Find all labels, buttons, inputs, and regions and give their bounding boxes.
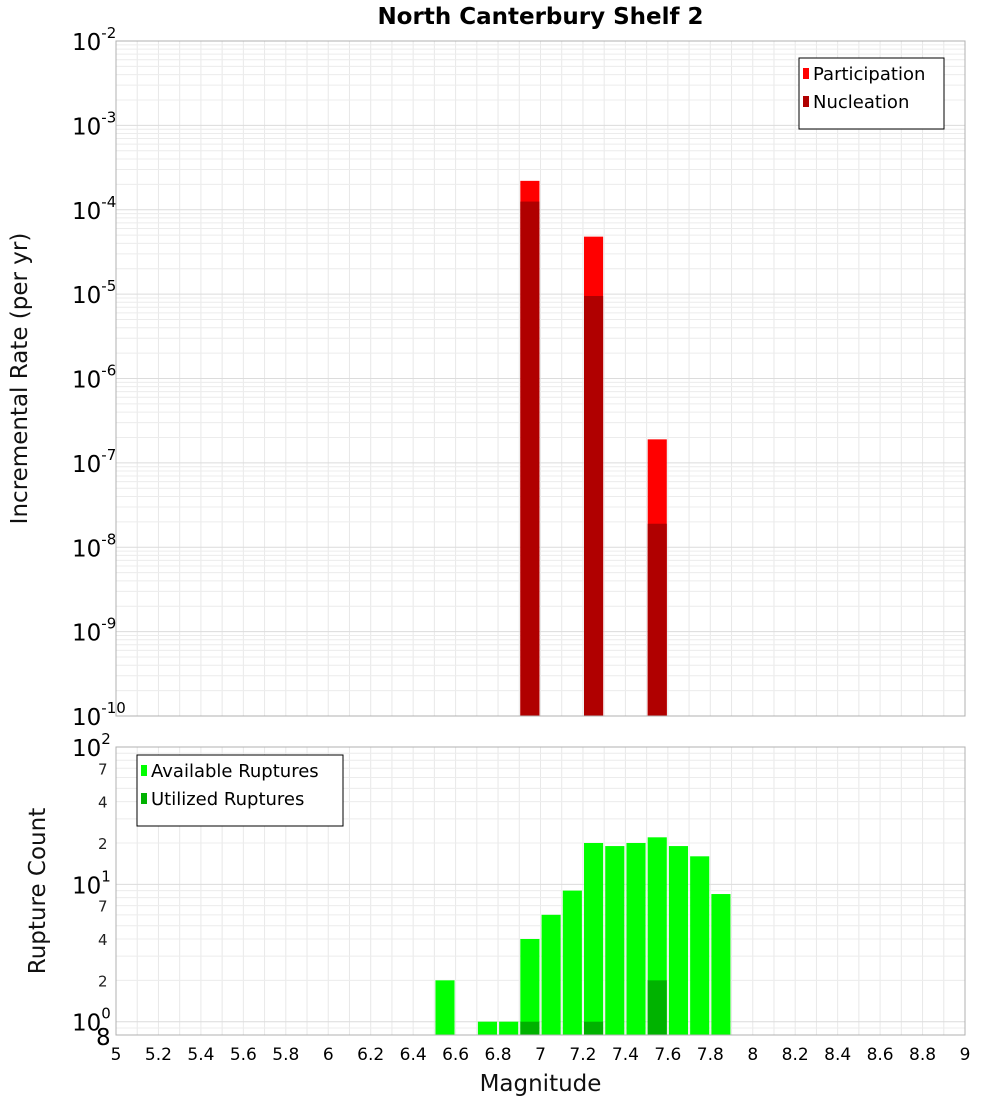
bar-utilized-ruptures xyxy=(520,1021,540,1035)
legend-label: Available Ruptures xyxy=(151,761,319,782)
x-tick-label: 6.6 xyxy=(442,1045,469,1065)
y-tick-label: 101 xyxy=(72,867,111,899)
y-axis-label: Rupture Count xyxy=(25,808,51,974)
x-tick-label: 6.8 xyxy=(485,1045,512,1065)
x-tick-label: 5.4 xyxy=(187,1045,214,1065)
y-tick-label: 102 xyxy=(72,730,111,762)
bar-available-ruptures xyxy=(520,939,540,1035)
x-tick-label: 7.6 xyxy=(654,1045,681,1065)
legend-label: Nucleation xyxy=(813,92,909,113)
y-minor-tick-label: 8 xyxy=(96,1025,111,1051)
legend-label: Participation xyxy=(813,64,925,85)
legend-swatch xyxy=(803,68,809,79)
x-tick-label: 6 xyxy=(323,1045,334,1065)
y-minor-tick-label: 2 xyxy=(98,835,108,853)
bar-available-ruptures xyxy=(711,894,731,1035)
bar-nucleation xyxy=(584,296,604,716)
y-minor-tick-label: 2 xyxy=(98,972,108,990)
x-tick-label: 6.4 xyxy=(400,1045,427,1065)
bar-utilized-ruptures xyxy=(584,1021,604,1035)
y-tick-label: 10-7 xyxy=(72,446,116,478)
bar-available-ruptures xyxy=(499,1021,519,1035)
x-tick-label: 7.8 xyxy=(697,1045,724,1065)
x-tick-label: 8.2 xyxy=(782,1045,809,1065)
y-minor-tick-label: 4 xyxy=(98,794,108,812)
bar-available-ruptures xyxy=(626,843,646,1035)
bar-available-ruptures xyxy=(584,843,604,1035)
bar-available-ruptures xyxy=(541,914,561,1035)
chart-panel-1: 10-2 10-3 10-4 10-5 10-6 10-7 10-8 10-9 10-10 Inc… xyxy=(7,4,966,731)
x-tick-label: 7 xyxy=(535,1045,546,1065)
y-axis-label: Incremental Rate (per yr) xyxy=(7,233,33,525)
legend-swatch xyxy=(141,765,147,776)
y-tick-label: 10-10 xyxy=(72,699,126,731)
x-tick-label: 5.6 xyxy=(230,1045,257,1065)
y-tick-label: 10-3 xyxy=(72,108,116,140)
x-tick-label: 5.2 xyxy=(145,1045,172,1065)
x-tick-label: 6.2 xyxy=(357,1045,384,1065)
x-axis-label: Magnitude xyxy=(480,1071,602,1097)
x-tick-label: 8.8 xyxy=(909,1045,936,1065)
plot-frame xyxy=(115,746,966,1036)
chart-panel-2: 102 101 100 7 4 2 7 4 2 8 Rupture Count 5 5.2 5.4 5.6 5… xyxy=(25,730,970,1097)
bar-available-ruptures xyxy=(668,846,689,1035)
legend-swatch xyxy=(141,793,147,804)
legend-box xyxy=(798,57,945,130)
y-tick-label: 100 xyxy=(72,1005,111,1037)
x-tick-label: 8.6 xyxy=(867,1045,894,1065)
bar-utilized-ruptures xyxy=(647,980,667,1035)
bar-available-ruptures xyxy=(690,856,710,1035)
x-tick-label: 7.2 xyxy=(569,1045,596,1065)
bar-available-ruptures xyxy=(477,1021,497,1035)
x-tick-label: 8 xyxy=(747,1045,758,1065)
legend-box xyxy=(136,754,344,827)
bar-available-ruptures xyxy=(435,980,455,1035)
legend: Available Ruptures Utilized Ruptures xyxy=(136,754,344,827)
y-minor-tick-label: 7 xyxy=(98,898,108,916)
x-tick-label: 5 xyxy=(111,1045,122,1065)
bar-nucleation xyxy=(647,523,667,716)
legend-swatch xyxy=(803,96,809,107)
x-tick-label: 7.4 xyxy=(612,1045,639,1065)
chart-title: North Canterbury Shelf 2 xyxy=(377,4,703,30)
bar-available-ruptures xyxy=(605,846,625,1035)
x-tick-label: 9 xyxy=(960,1045,971,1065)
y-tick-label: 10-4 xyxy=(72,193,116,225)
y-minor-tick-label: 4 xyxy=(98,931,108,949)
y-minor-tick-label: 7 xyxy=(98,760,108,778)
legend: Participation Nucleation xyxy=(798,57,945,130)
plot-frame xyxy=(115,40,966,717)
y-tick-label: 10-9 xyxy=(72,615,116,647)
y-tick-label: 10-8 xyxy=(72,530,116,562)
y-tick-label: 10-2 xyxy=(72,24,116,56)
legend-label: Utilized Ruptures xyxy=(151,789,304,810)
x-tick-label: 5.8 xyxy=(272,1045,299,1065)
y-tick-label: 10-6 xyxy=(72,362,116,394)
bar-nucleation xyxy=(520,201,540,716)
x-tick-label: 8.4 xyxy=(824,1045,851,1065)
bar-available-ruptures xyxy=(562,890,582,1035)
y-tick-label: 10-5 xyxy=(72,277,116,309)
